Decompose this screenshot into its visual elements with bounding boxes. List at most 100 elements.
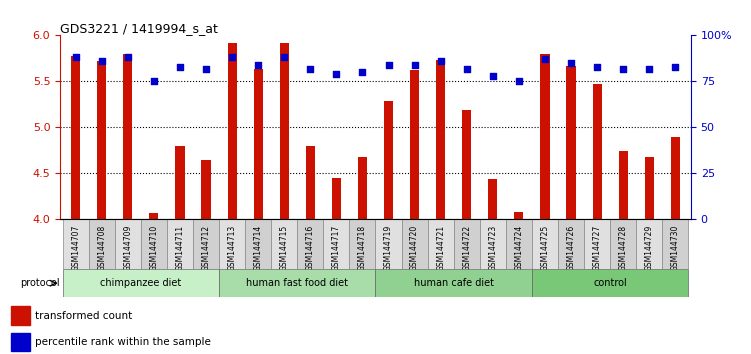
- Point: [200, 66, 212, 72]
- Text: GSM144708: GSM144708: [98, 224, 107, 271]
- Text: GSM144724: GSM144724: [514, 224, 523, 271]
- Bar: [324, 219, 349, 269]
- Bar: [584, 219, 610, 269]
- Bar: [610, 219, 636, 269]
- Point: [279, 55, 291, 60]
- Bar: [297, 219, 324, 269]
- Point: [226, 55, 238, 60]
- Bar: [141, 219, 167, 269]
- Bar: [566, 66, 575, 219]
- Text: GSM144711: GSM144711: [176, 224, 185, 270]
- Bar: [358, 157, 367, 219]
- Text: GSM144712: GSM144712: [201, 224, 210, 270]
- Bar: [279, 43, 289, 219]
- Text: human fast food diet: human fast food diet: [246, 278, 348, 288]
- Point: [539, 57, 551, 62]
- Text: GSM144717: GSM144717: [332, 224, 341, 271]
- Bar: [254, 69, 263, 219]
- Text: GSM144716: GSM144716: [306, 224, 315, 271]
- Bar: [193, 219, 219, 269]
- Bar: [332, 178, 341, 219]
- Bar: [636, 219, 662, 269]
- Bar: [644, 157, 654, 219]
- Bar: [349, 219, 376, 269]
- Text: GSM144726: GSM144726: [566, 224, 575, 271]
- Point: [565, 60, 577, 66]
- Bar: [488, 179, 497, 219]
- Bar: [89, 219, 115, 269]
- Text: GSM144722: GSM144722: [462, 224, 471, 270]
- Bar: [619, 152, 628, 219]
- Bar: [176, 146, 185, 219]
- Text: GSM144723: GSM144723: [488, 224, 497, 271]
- Point: [643, 66, 655, 72]
- Text: chimpanzee diet: chimpanzee diet: [101, 278, 182, 288]
- Point: [304, 66, 316, 72]
- Point: [435, 58, 447, 64]
- Bar: [506, 219, 532, 269]
- Bar: [427, 219, 454, 269]
- Point: [174, 64, 186, 69]
- Text: GSM144729: GSM144729: [644, 224, 653, 271]
- Point: [409, 62, 421, 68]
- Bar: [115, 219, 141, 269]
- Text: GSM144728: GSM144728: [619, 224, 628, 270]
- Bar: [219, 269, 376, 297]
- Text: GSM144710: GSM144710: [149, 224, 158, 271]
- Bar: [514, 212, 523, 219]
- Bar: [541, 54, 550, 219]
- Bar: [201, 160, 210, 219]
- Bar: [167, 219, 193, 269]
- Bar: [480, 219, 506, 269]
- Bar: [462, 110, 472, 219]
- Text: GSM144709: GSM144709: [123, 224, 132, 271]
- Text: GSM144714: GSM144714: [254, 224, 263, 271]
- Text: GDS3221 / 1419994_s_at: GDS3221 / 1419994_s_at: [60, 22, 218, 35]
- Bar: [11, 333, 29, 351]
- Text: human cafe diet: human cafe diet: [414, 278, 493, 288]
- Text: GSM144727: GSM144727: [593, 224, 602, 271]
- Point: [96, 58, 108, 64]
- Bar: [532, 219, 558, 269]
- Bar: [410, 70, 419, 219]
- Bar: [62, 269, 219, 297]
- Bar: [97, 61, 107, 219]
- Point: [357, 69, 369, 75]
- Text: GSM144720: GSM144720: [410, 224, 419, 271]
- Bar: [228, 43, 237, 219]
- Bar: [662, 219, 689, 269]
- Point: [617, 66, 629, 72]
- Point: [148, 79, 160, 84]
- Bar: [306, 146, 315, 219]
- Point: [513, 79, 525, 84]
- Bar: [123, 54, 132, 219]
- Bar: [532, 269, 689, 297]
- Bar: [71, 56, 80, 219]
- Bar: [376, 219, 402, 269]
- Text: GSM144718: GSM144718: [358, 224, 367, 270]
- Bar: [593, 84, 602, 219]
- Text: GSM144713: GSM144713: [228, 224, 237, 271]
- Point: [122, 55, 134, 60]
- Bar: [149, 213, 158, 219]
- Point: [591, 64, 603, 69]
- Text: GSM144707: GSM144707: [71, 224, 80, 271]
- Bar: [454, 219, 480, 269]
- Bar: [62, 219, 89, 269]
- Bar: [271, 219, 297, 269]
- Text: GSM144730: GSM144730: [671, 224, 680, 271]
- Point: [460, 66, 472, 72]
- Point: [330, 71, 342, 77]
- Text: control: control: [593, 278, 627, 288]
- Text: transformed count: transformed count: [35, 311, 133, 321]
- Bar: [671, 137, 680, 219]
- Text: percentile rank within the sample: percentile rank within the sample: [35, 337, 211, 347]
- Text: protocol: protocol: [20, 278, 59, 288]
- Bar: [11, 306, 29, 325]
- Text: GSM144725: GSM144725: [541, 224, 550, 271]
- Point: [487, 73, 499, 79]
- Bar: [384, 101, 393, 219]
- Text: GSM144715: GSM144715: [280, 224, 289, 271]
- Bar: [402, 219, 427, 269]
- Bar: [558, 219, 584, 269]
